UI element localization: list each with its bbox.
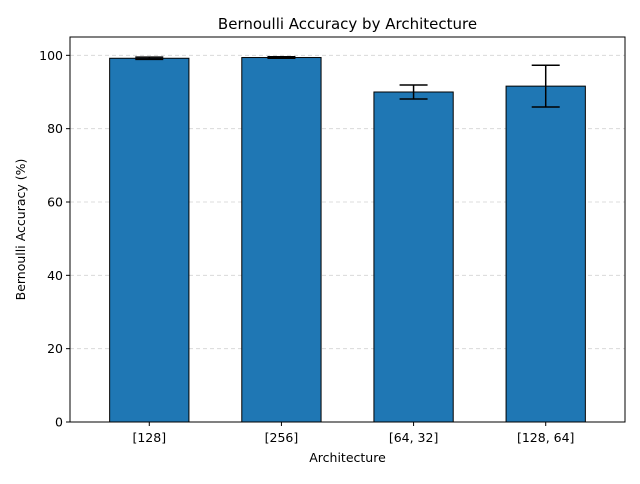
x-axis: [128] [256] [64, 32] [128, 64]: [132, 422, 574, 445]
x-tick-label: [64, 32]: [389, 430, 439, 445]
y-axis-label: Bernoulli Accuracy (%): [13, 159, 28, 301]
y-axis: 0 20 40 60 80 100: [39, 48, 70, 430]
y-tick-label: 40: [47, 268, 63, 283]
chart-title: Bernoulli Accuracy by Architecture: [218, 15, 477, 33]
y-tick-label: 100: [39, 48, 63, 63]
x-axis-label: Architecture: [309, 450, 386, 465]
x-tick-label: [128, 64]: [517, 430, 574, 445]
bar: [373, 91, 454, 423]
bar: [241, 57, 322, 423]
bars-layer: [109, 57, 586, 423]
x-tick-label: [256]: [265, 430, 299, 445]
bar: [109, 57, 190, 423]
bar: [505, 85, 586, 423]
y-tick-label: 20: [47, 341, 63, 356]
x-tick-label: [128]: [132, 430, 166, 445]
y-tick-label: 0: [55, 415, 63, 430]
plot-frame: [69, 36, 626, 423]
errorbars-layer: [135, 56, 560, 108]
y-tick-label: 80: [47, 121, 63, 136]
y-tick-label: 60: [47, 195, 63, 210]
